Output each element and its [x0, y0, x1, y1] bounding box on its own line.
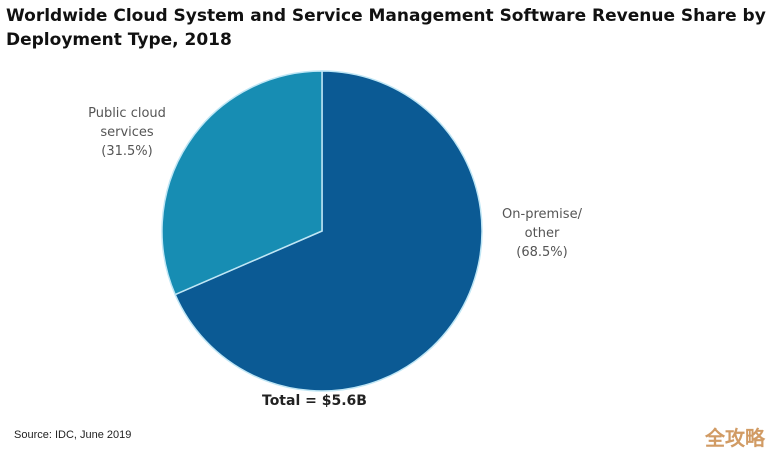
total-label: Total = $5.6B: [262, 393, 367, 409]
label-public-cloud: Public cloud services (31.5%): [72, 104, 182, 161]
label-line: other: [524, 226, 560, 241]
label-on-premise: On-premise/ other (68.5%): [487, 205, 597, 262]
label-line: Public cloud: [88, 106, 166, 121]
label-line: (68.5%): [516, 245, 568, 260]
label-line: On-premise/: [502, 207, 582, 222]
pie-slice-public-cloud-services: [161, 70, 323, 296]
chart-title: Worldwide Cloud System and Service Manag…: [6, 6, 766, 50]
label-line: services: [100, 125, 154, 140]
watermark: 全攻略: [705, 426, 765, 450]
source-note: Source: IDC, June 2019: [14, 429, 132, 441]
pie-slice-on-premise-other: [174, 70, 483, 392]
label-line: (31.5%): [101, 144, 153, 159]
